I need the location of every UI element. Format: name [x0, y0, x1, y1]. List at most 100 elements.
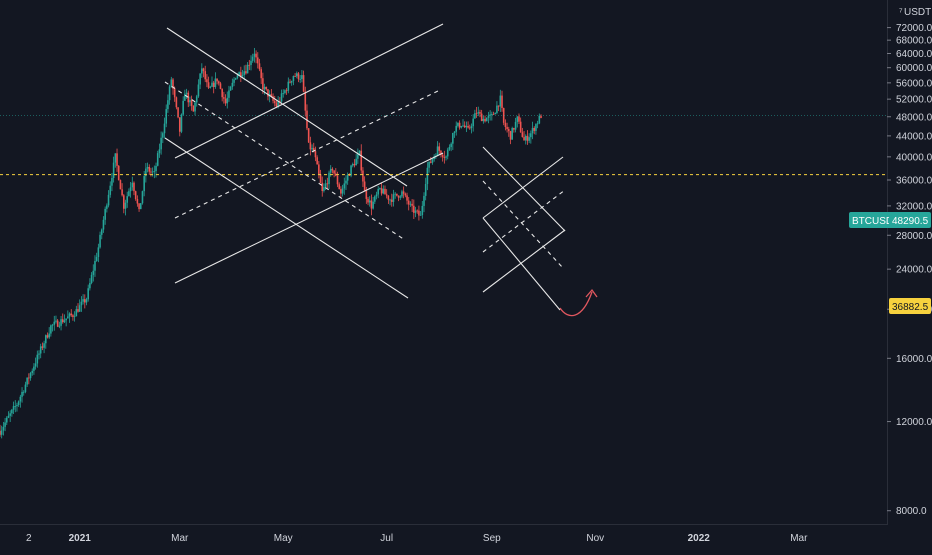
- candle-body[interactable]: [78, 305, 81, 312]
- candle-body[interactable]: [77, 309, 79, 312]
- candle-body[interactable]: [416, 210, 419, 212]
- candle-body[interactable]: [372, 201, 374, 209]
- candle-body[interactable]: [162, 133, 164, 138]
- candle-body[interactable]: [133, 182, 135, 192]
- candle-body[interactable]: [92, 270, 95, 275]
- candle-body[interactable]: [445, 156, 447, 158]
- candle-body[interactable]: [129, 187, 132, 192]
- candle-body[interactable]: [170, 79, 173, 87]
- candle-body[interactable]: [151, 171, 154, 173]
- candle-body[interactable]: [31, 370, 34, 373]
- horizontal-lines[interactable]: [0, 115, 887, 176]
- candle-body[interactable]: [292, 76, 295, 81]
- candle-body[interactable]: [318, 164, 320, 175]
- candle-body[interactable]: [423, 195, 425, 206]
- candle-body[interactable]: [178, 117, 181, 132]
- candle-body[interactable]: [535, 124, 537, 131]
- candle-body[interactable]: [441, 154, 444, 158]
- candle-body[interactable]: [340, 189, 342, 194]
- candle-body[interactable]: [487, 115, 490, 118]
- candle-body[interactable]: [0, 430, 1, 435]
- candle-body[interactable]: [279, 101, 281, 102]
- candle-body[interactable]: [302, 75, 305, 92]
- candle-body[interactable]: [509, 131, 512, 140]
- candle-body[interactable]: [36, 354, 39, 364]
- candle-body[interactable]: [448, 146, 451, 150]
- candle-body[interactable]: [379, 188, 381, 189]
- candle-body[interactable]: [362, 170, 364, 182]
- candle-body[interactable]: [102, 219, 105, 230]
- candle-body[interactable]: [134, 191, 137, 199]
- candle-body[interactable]: [385, 194, 388, 196]
- candle-body[interactable]: [90, 274, 93, 283]
- candle-body[interactable]: [399, 196, 402, 198]
- candle-body[interactable]: [128, 191, 130, 197]
- candle-body[interactable]: [273, 100, 276, 104]
- candle-body[interactable]: [306, 110, 308, 129]
- candle-body[interactable]: [518, 116, 520, 122]
- candle-body[interactable]: [175, 97, 178, 108]
- candle-body[interactable]: [424, 183, 427, 196]
- trend-line-dashed[interactable]: [482, 180, 564, 269]
- candle-body[interactable]: [221, 88, 223, 98]
- candle-body[interactable]: [61, 319, 64, 323]
- candle-body[interactable]: [331, 168, 334, 171]
- candle-body[interactable]: [343, 183, 346, 189]
- candle-body[interactable]: [217, 81, 220, 84]
- candle-body[interactable]: [70, 313, 73, 316]
- candle-body[interactable]: [282, 93, 285, 94]
- candle-body[interactable]: [255, 53, 257, 58]
- trend-drawings[interactable]: [164, 23, 598, 317]
- candle-body[interactable]: [499, 95, 502, 107]
- trend-line[interactable]: [482, 229, 566, 293]
- candle-body[interactable]: [145, 168, 147, 177]
- candle-body[interactable]: [501, 95, 503, 109]
- candle-body[interactable]: [511, 128, 513, 140]
- candle-body[interactable]: [521, 132, 524, 138]
- candle-body[interactable]: [195, 96, 198, 103]
- candle-body[interactable]: [39, 346, 42, 354]
- candle-body[interactable]: [397, 195, 400, 198]
- candle-body[interactable]: [48, 333, 50, 338]
- candle-body[interactable]: [307, 128, 310, 143]
- candle-body[interactable]: [411, 203, 413, 206]
- candle-body[interactable]: [143, 176, 145, 192]
- candle-body[interactable]: [482, 118, 485, 122]
- candle-body[interactable]: [326, 183, 329, 185]
- candle-body[interactable]: [109, 185, 112, 195]
- candle-body[interactable]: [324, 183, 327, 188]
- candle-body[interactable]: [267, 89, 269, 97]
- candle-body[interactable]: [41, 346, 44, 348]
- candle-body[interactable]: [112, 162, 115, 179]
- candle-body[interactable]: [316, 157, 318, 165]
- candle-body[interactable]: [250, 60, 252, 65]
- candle-body[interactable]: [368, 200, 371, 203]
- candle-body[interactable]: [65, 318, 67, 321]
- candle-body[interactable]: [289, 81, 291, 83]
- candle-body[interactable]: [180, 114, 183, 132]
- candle-body[interactable]: [440, 150, 442, 155]
- candle-body[interactable]: [202, 68, 205, 72]
- candle-body[interactable]: [392, 194, 395, 202]
- candle-body[interactable]: [56, 320, 59, 327]
- candle-body[interactable]: [477, 112, 480, 114]
- candle-body[interactable]: [46, 335, 49, 338]
- candle-body[interactable]: [233, 79, 235, 83]
- candle-body[interactable]: [360, 150, 363, 171]
- candle-body[interactable]: [467, 125, 469, 128]
- candle-body[interactable]: [184, 93, 186, 101]
- candle-body[interactable]: [367, 198, 369, 203]
- candle-body[interactable]: [124, 202, 127, 209]
- candle-body[interactable]: [277, 101, 279, 107]
- candle-body[interactable]: [168, 86, 171, 101]
- candle-body[interactable]: [526, 135, 529, 141]
- candle-body[interactable]: [350, 165, 352, 176]
- candle-body[interactable]: [212, 82, 215, 88]
- candle-body[interactable]: [387, 195, 390, 200]
- candle-body[interactable]: [358, 150, 361, 155]
- candle-body[interactable]: [523, 137, 525, 141]
- candle-body[interactable]: [474, 113, 476, 119]
- candle-body[interactable]: [457, 122, 459, 126]
- candle-body[interactable]: [485, 117, 488, 122]
